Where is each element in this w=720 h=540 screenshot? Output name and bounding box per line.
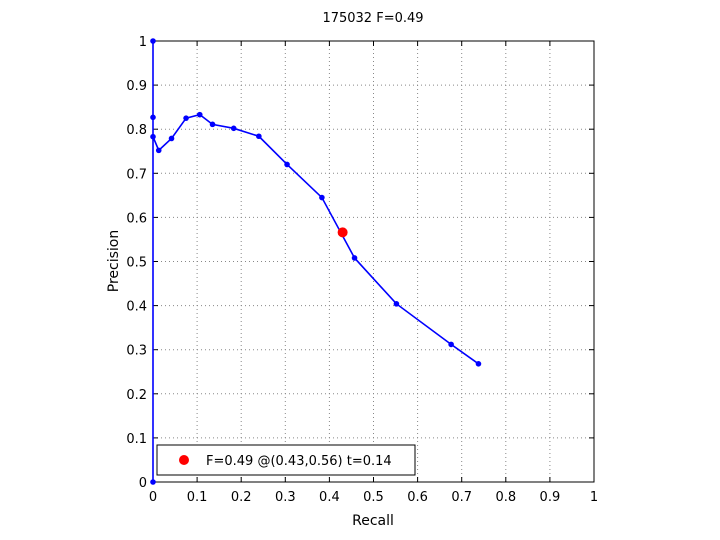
- legend: F=0.49 @(0.43,0.56) t=0.14: [156, 444, 416, 476]
- y-tick-label: 0.1: [126, 432, 147, 447]
- data-point: [256, 133, 262, 140]
- data-point: [150, 133, 156, 140]
- y-axis-label: Precision: [106, 230, 122, 292]
- y-tick-label: 0.8: [126, 123, 147, 138]
- legend-box: [156, 444, 416, 476]
- best-point-marker: [337, 227, 348, 238]
- data-point: [284, 161, 290, 168]
- data-point: [150, 114, 156, 121]
- data-point: [351, 255, 358, 261]
- y-tick-label: 0.4: [126, 300, 147, 315]
- data-point: [319, 194, 325, 201]
- x-tick-label: 0.2: [231, 490, 252, 505]
- x-tick-label: 0: [149, 490, 157, 505]
- data-point: [230, 125, 237, 132]
- data-point: [150, 38, 156, 44]
- y-tick-label: 0.6: [126, 211, 147, 226]
- x-tick-label: 0.3: [275, 490, 296, 505]
- grid-lines: [153, 41, 594, 482]
- chart-title: 175032 F=0.49: [322, 11, 423, 26]
- pr-curve: [150, 38, 482, 485]
- data-point: [209, 121, 216, 128]
- x-tick-label: 0.1: [187, 490, 208, 505]
- y-tick-label: 0.9: [126, 79, 147, 94]
- data-point: [475, 361, 482, 367]
- data-point: [393, 301, 400, 307]
- y-tick-label: 0.3: [126, 344, 147, 359]
- data-point: [150, 479, 156, 485]
- data-point: [183, 115, 189, 121]
- best-f-point: [337, 227, 348, 238]
- legend-marker: [179, 455, 189, 465]
- axis-ticks: 0 0.1 0.2 0.3 0.4 0.5 0.6 0.7 0.8 0.9 1 0 0.1 0.2 0.3 0…: [126, 35, 598, 505]
- x-axis-label: Recall: [352, 513, 394, 529]
- x-tick-label: 0.9: [540, 490, 561, 505]
- data-point: [196, 111, 203, 118]
- y-tick-label: 0.7: [126, 167, 147, 182]
- data-point: [155, 147, 162, 154]
- data-point: [448, 341, 454, 348]
- y-tick-label: 0.2: [126, 388, 147, 403]
- y-tick-label: 0.5: [126, 256, 147, 271]
- x-tick-label: 0.4: [319, 490, 340, 505]
- data-point: [168, 135, 175, 142]
- legend-entry: F=0.49 @(0.43,0.56) t=0.14: [206, 454, 392, 469]
- x-tick-label: 0.6: [407, 490, 428, 505]
- y-tick-label: 0: [139, 476, 147, 491]
- x-tick-label: 0.5: [363, 490, 384, 505]
- x-tick-label: 0.8: [495, 490, 516, 505]
- x-tick-label: 0.7: [451, 490, 472, 505]
- y-tick-label: 1: [139, 35, 147, 50]
- x-tick-label: 1: [590, 490, 598, 505]
